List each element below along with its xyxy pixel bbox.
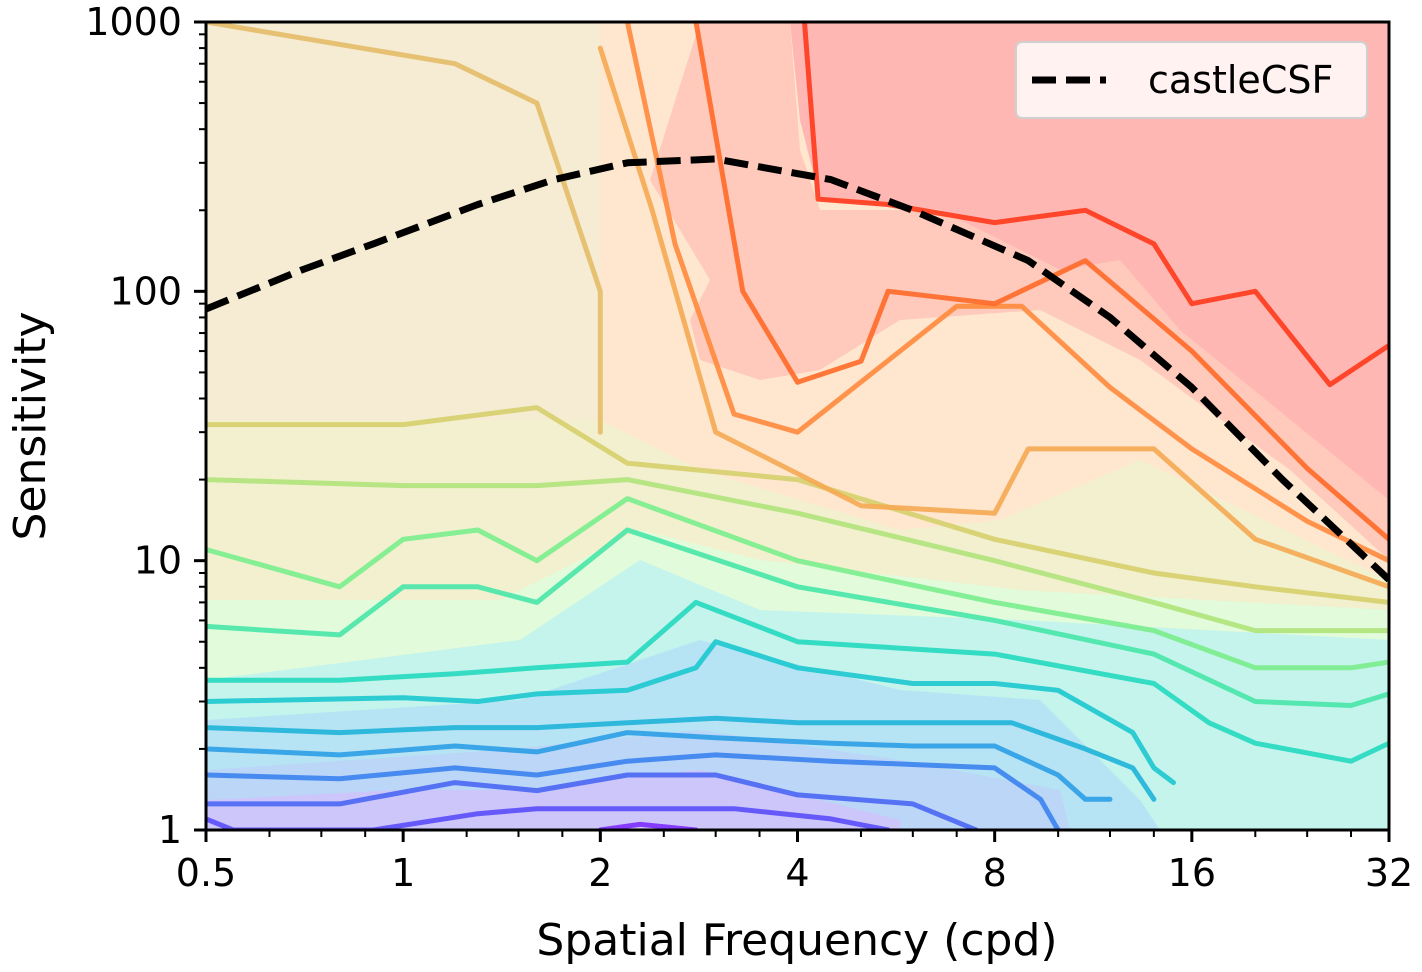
x-tick-label: 16: [1168, 851, 1216, 895]
x-tick-label: 0.5: [176, 851, 236, 895]
y-axis: 1 10 100 1000: [85, 0, 206, 852]
contour-line-3: [206, 752, 1061, 830]
y-tick-label: 1000: [85, 0, 182, 44]
series-layer: [206, 155, 1389, 583]
legend-box: [1015, 41, 1368, 119]
contour-line-13: [597, 45, 1389, 590]
y-tick-label: 1: [158, 808, 182, 852]
contour-line-12: [206, 22, 603, 435]
x-tick-label: 2: [588, 851, 612, 895]
legend-label-castlecsf: castleCSF: [1148, 58, 1333, 102]
contour-line-0: [597, 821, 699, 830]
legend: castleCSF: [1015, 41, 1368, 119]
x-tick-label: 4: [785, 851, 809, 895]
x-tick-label: 32: [1365, 851, 1413, 895]
band-warm-left: [206, 22, 600, 420]
y-tick-label: 100: [109, 269, 182, 313]
contour-line-11: [206, 405, 1389, 605]
contour-line-1: [206, 806, 891, 830]
contour-line-16: [802, 22, 1389, 388]
contour-line-14: [624, 22, 1389, 564]
contour-lines: [206, 22, 1389, 830]
y-axis-label: Sensitivity: [5, 311, 56, 540]
x-axis-label: Spatial Frequency (cpd): [536, 915, 1057, 966]
contour-line-9: [206, 496, 1389, 671]
contour-line-10: [206, 477, 1389, 634]
contour-line-15: [693, 22, 1389, 542]
contour-line-5: [206, 715, 1157, 802]
x-axis: 0.5 1 2 4 8 16 32: [176, 830, 1413, 895]
series-line-castlecsf: [206, 155, 1389, 583]
x-tick-label: 8: [983, 851, 1007, 895]
contour-line-6: [206, 639, 1176, 786]
y-tick-label: 10: [134, 539, 182, 583]
contour-line-2: [206, 772, 979, 830]
band-violet: [206, 770, 900, 830]
contour-line-7: [206, 599, 1389, 764]
contour-line-4: [206, 730, 1113, 802]
contour-line-8: [206, 527, 1389, 708]
x-tick-label: 1: [391, 851, 415, 895]
